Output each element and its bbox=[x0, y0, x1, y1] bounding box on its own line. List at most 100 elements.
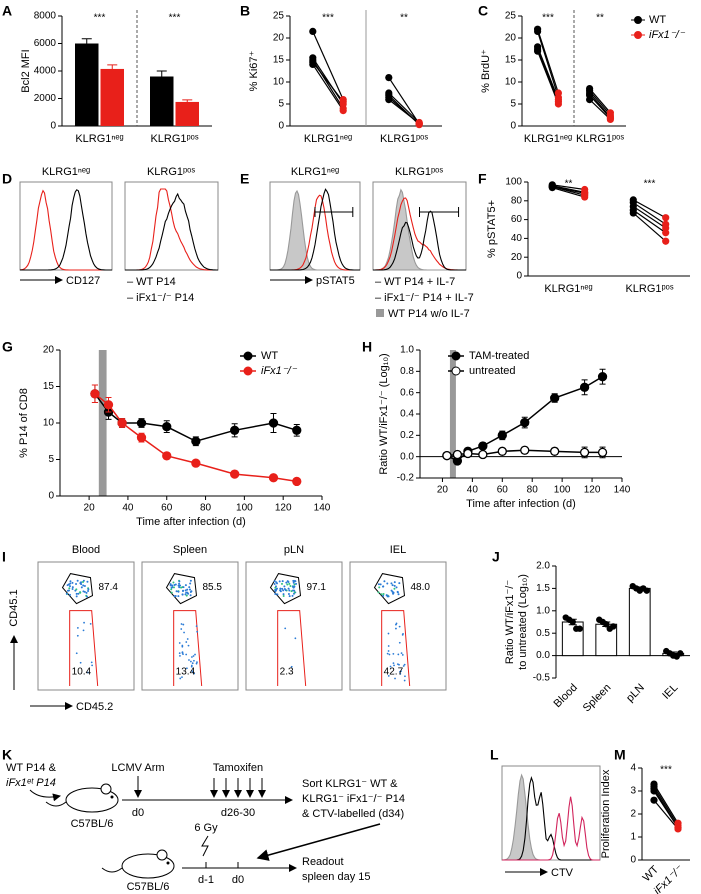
event bbox=[403, 679, 406, 682]
event bbox=[291, 585, 294, 588]
donor-label: WT P14 & bbox=[6, 762, 57, 774]
event bbox=[170, 588, 173, 591]
y-axis-label: to untreated (Log₁₀) bbox=[517, 574, 529, 670]
legend-label: – iFx1⁻/⁻ P14 + IL-7 bbox=[375, 292, 474, 304]
event bbox=[402, 665, 405, 667]
point bbox=[117, 418, 127, 428]
event bbox=[273, 580, 276, 583]
y-tick-label: 5 bbox=[48, 454, 54, 465]
y-tick-label: 0.0 bbox=[536, 650, 550, 661]
event bbox=[192, 671, 194, 673]
legend-marker bbox=[243, 351, 253, 361]
x-tick-label: 120 bbox=[275, 503, 292, 514]
pair-line bbox=[312, 31, 344, 100]
event bbox=[173, 595, 176, 598]
event bbox=[395, 627, 397, 630]
panel-letter: M bbox=[614, 747, 626, 763]
panel-letter: E bbox=[240, 171, 249, 187]
event bbox=[280, 582, 283, 585]
y-axis-label: % pSTAT5+ bbox=[486, 200, 498, 258]
event bbox=[393, 584, 396, 587]
pair-line bbox=[653, 783, 679, 824]
event bbox=[180, 586, 183, 589]
y-axis-label: CD45.1 bbox=[8, 589, 20, 626]
event bbox=[393, 587, 396, 590]
y-tick-label: 0.4 bbox=[400, 409, 414, 420]
event bbox=[295, 582, 298, 585]
shaded-region bbox=[449, 350, 456, 478]
x-tick-label: pLN bbox=[624, 682, 647, 705]
gate-value: 10.4 bbox=[72, 667, 92, 678]
mouse-ear bbox=[100, 783, 112, 795]
event bbox=[181, 593, 184, 596]
point bbox=[339, 98, 347, 106]
event bbox=[75, 652, 78, 655]
pair-line bbox=[312, 57, 344, 105]
x-tick-label: 80 bbox=[200, 503, 212, 514]
y-tick-label: 2 bbox=[630, 809, 636, 820]
y-tick-label: 0.0 bbox=[400, 451, 414, 462]
point bbox=[603, 621, 610, 628]
event bbox=[170, 591, 173, 594]
pair-line bbox=[537, 46, 559, 100]
event bbox=[377, 591, 380, 594]
point bbox=[597, 447, 608, 458]
event bbox=[279, 589, 282, 592]
event bbox=[380, 593, 383, 596]
x-axis-label: CTV bbox=[551, 867, 574, 879]
y-tick-label: 5 bbox=[278, 99, 284, 110]
sort-label: Sort KLRG1⁻ WT & bbox=[302, 778, 398, 790]
event bbox=[388, 653, 391, 656]
shaded-region bbox=[98, 350, 107, 496]
event bbox=[189, 594, 192, 597]
point bbox=[520, 417, 530, 428]
point bbox=[554, 100, 563, 108]
y-tick-label: 0 bbox=[48, 491, 54, 502]
point bbox=[550, 393, 560, 403]
panel-letter: A bbox=[2, 3, 12, 19]
bar bbox=[628, 587, 651, 657]
day-label: d0 bbox=[132, 807, 144, 819]
event bbox=[292, 581, 295, 584]
lightning bbox=[201, 835, 209, 857]
pair-line bbox=[312, 61, 344, 103]
event bbox=[80, 581, 83, 584]
legend-label: WT bbox=[261, 350, 278, 362]
x-tick-label: 60 bbox=[161, 503, 173, 514]
plot-title: pLN bbox=[284, 544, 304, 556]
x-tick-label: 40 bbox=[122, 503, 134, 514]
mouse-label: C57BL/6 bbox=[127, 881, 170, 893]
event bbox=[274, 592, 277, 595]
significance: *** bbox=[94, 13, 106, 24]
pair-line bbox=[537, 29, 559, 94]
significance: ** bbox=[400, 13, 408, 24]
point bbox=[629, 209, 637, 217]
event bbox=[379, 583, 382, 586]
x-tick-label: KLRG1ⁿᵉᵍ bbox=[524, 133, 572, 145]
event bbox=[75, 582, 78, 585]
y-axis-label: Ratio WT/iFx1⁻/⁻ (Log₁₀) bbox=[378, 353, 390, 474]
gate-value: 13.4 bbox=[176, 667, 196, 678]
significance: *** bbox=[169, 13, 181, 24]
significance: ** bbox=[596, 13, 604, 24]
event bbox=[382, 594, 385, 597]
event bbox=[179, 584, 182, 587]
point bbox=[162, 421, 172, 432]
pair-line bbox=[537, 50, 559, 105]
y-tick-label: 10 bbox=[505, 77, 517, 88]
plot-title: Blood bbox=[72, 544, 100, 556]
event bbox=[397, 653, 400, 656]
event bbox=[404, 675, 406, 678]
event bbox=[188, 588, 191, 591]
pair-line bbox=[653, 790, 679, 829]
plot-frame bbox=[37, 561, 135, 691]
y-tick-label: 1.0 bbox=[536, 605, 550, 616]
y-tick-label: 8000 bbox=[34, 11, 57, 22]
gate bbox=[165, 573, 198, 605]
legend-label: TAM-treated bbox=[469, 350, 529, 362]
y-tick-label: 6000 bbox=[34, 38, 57, 49]
event bbox=[386, 652, 389, 655]
event bbox=[87, 671, 89, 674]
event bbox=[182, 623, 185, 626]
event bbox=[194, 653, 196, 656]
